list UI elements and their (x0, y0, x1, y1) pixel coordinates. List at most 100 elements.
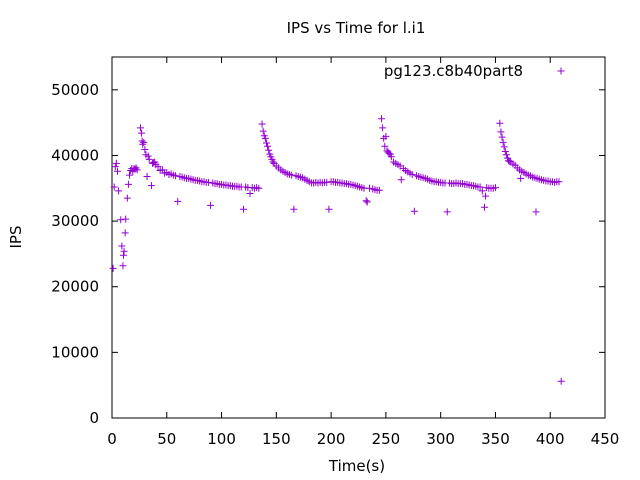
data-point (408, 170, 416, 178)
data-point (410, 207, 418, 215)
data-point (265, 146, 273, 154)
data-point (362, 197, 370, 205)
data-point (264, 142, 272, 150)
plot-frame (111, 56, 606, 419)
data-point (138, 129, 146, 137)
data-point (499, 138, 507, 146)
data-point (482, 192, 490, 200)
data-point (288, 171, 296, 179)
data-point (258, 120, 266, 128)
data-point (323, 178, 331, 186)
data-point (480, 203, 488, 211)
data-point (172, 172, 180, 180)
data-point (261, 134, 269, 142)
x-tick-label: 0 (107, 430, 117, 448)
x-tick-label: 350 (481, 430, 510, 448)
data-point (557, 377, 565, 385)
data-point (143, 172, 151, 180)
data-point (378, 115, 386, 123)
y-tick-label: 0 (89, 409, 99, 427)
legend-marker-symbol (557, 67, 565, 75)
x-tick-label: 50 (157, 430, 176, 448)
data-point (140, 138, 148, 146)
data-point (443, 208, 451, 216)
data-point (204, 178, 212, 186)
y-tick-label: 20000 (51, 278, 99, 296)
data-point (381, 142, 389, 150)
data-point (121, 229, 129, 237)
data-point (259, 127, 267, 135)
data-point (119, 262, 127, 270)
data-point (126, 171, 134, 179)
data-point (387, 153, 395, 161)
data-point (147, 182, 155, 190)
data-point (111, 163, 119, 171)
y-tick-label: 10000 (51, 343, 99, 361)
x-tick-label: 100 (207, 430, 236, 448)
data-point (262, 139, 270, 147)
x-tick-label: 250 (372, 430, 401, 448)
data-point (496, 119, 504, 127)
data-point (517, 174, 525, 182)
data-point (498, 133, 506, 141)
data-point (136, 124, 144, 132)
data-point (491, 184, 499, 192)
legend-marker (557, 67, 565, 75)
data-point (109, 264, 117, 272)
data-point (174, 197, 182, 205)
data-point (141, 146, 149, 154)
x-tick-label: 150 (262, 430, 291, 448)
data-point (375, 186, 383, 194)
data-point (290, 205, 298, 213)
data-point (110, 183, 118, 191)
data-point (122, 215, 130, 223)
x-tick-label: 200 (317, 430, 346, 448)
data-point (123, 194, 131, 202)
data-point (239, 205, 247, 213)
data-point (255, 184, 263, 192)
data-point (154, 163, 162, 171)
data-point (246, 190, 254, 198)
data-point (138, 137, 146, 145)
data-point (118, 242, 126, 250)
data-point (144, 152, 152, 160)
legend-label: pg123.c8b40part8 (384, 62, 523, 80)
chart-title: IPS vs Time for l.i1 (287, 19, 426, 37)
axis-ticks: 0 50 100 150 200 250 300 350 400 450 0 10000 20000 30… (51, 57, 619, 448)
data-point (500, 143, 508, 151)
data-point (476, 183, 484, 191)
data-point (555, 178, 563, 186)
data-point (379, 124, 387, 132)
data-point (112, 159, 120, 167)
data-point (113, 167, 121, 175)
data-point (207, 201, 215, 209)
data-point (397, 176, 405, 184)
y-tick-label: 50000 (51, 81, 99, 99)
x-axis-label: Time(s) (328, 457, 385, 475)
data-point (365, 184, 373, 192)
data-point (120, 247, 128, 255)
y-tick-label: 30000 (51, 212, 99, 230)
y-tick-label: 40000 (51, 146, 99, 164)
x-tick-label: 450 (591, 430, 620, 448)
data-point (133, 166, 141, 174)
data-points (109, 115, 565, 385)
x-tick-label: 300 (426, 430, 455, 448)
data-point (269, 158, 277, 166)
data-point (117, 216, 125, 224)
legend: pg123.c8b40part8 (384, 62, 565, 80)
data-point (120, 251, 128, 259)
data-point (382, 132, 390, 140)
data-point (478, 187, 486, 195)
y-axis-label: IPS (7, 226, 25, 249)
data-point (502, 151, 510, 159)
data-point (115, 187, 123, 195)
data-point (497, 128, 505, 136)
data-point (363, 198, 371, 206)
data-point (124, 180, 132, 188)
data-point (325, 205, 333, 213)
data-point (532, 208, 540, 216)
data-point (145, 155, 153, 163)
data-point (501, 148, 509, 156)
